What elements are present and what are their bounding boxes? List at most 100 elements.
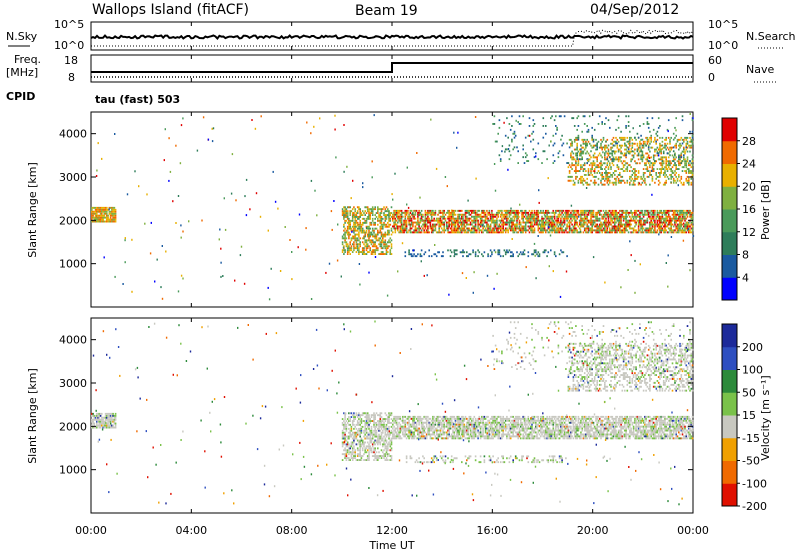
echo-cell — [670, 178, 672, 180]
echo-cell — [512, 238, 513, 240]
echo-cell — [570, 166, 572, 168]
echo-cell — [356, 428, 358, 430]
echo-cell — [605, 141, 607, 143]
echo-cell — [556, 127, 558, 129]
echo-cell — [467, 255, 469, 257]
echo-cell — [652, 228, 654, 230]
echo-cell — [612, 139, 614, 141]
echo-cell — [475, 228, 477, 230]
echo-cell — [382, 420, 384, 422]
echo-cell — [670, 149, 672, 151]
echo-cell — [620, 286, 621, 288]
echo-cell — [357, 443, 359, 445]
echo-cell — [349, 432, 351, 434]
echo-cell — [484, 251, 486, 253]
echo-cell — [539, 255, 541, 257]
echo-cell — [440, 226, 442, 228]
echo-cell — [528, 160, 530, 162]
echo-cell — [374, 243, 376, 245]
echo-cell — [691, 170, 693, 172]
echo-cell — [342, 430, 344, 432]
echo-cell — [386, 442, 388, 444]
echo-cell — [544, 226, 546, 228]
echo-cell — [538, 229, 540, 231]
echo-cell — [92, 215, 94, 217]
echo-cell — [575, 166, 577, 168]
echo-cell — [418, 229, 420, 231]
echo-cell — [672, 170, 674, 172]
echo-cell — [344, 422, 346, 424]
echo-cell — [382, 208, 384, 210]
echo-cell — [642, 210, 644, 212]
echo-cell — [364, 210, 366, 212]
echo-cell — [424, 275, 425, 277]
echo-cell — [486, 222, 488, 224]
echo-cell — [674, 212, 676, 214]
echo-cell — [367, 247, 369, 249]
echo-cell — [635, 174, 637, 176]
echo-cell — [657, 222, 659, 224]
echo-cell — [516, 220, 518, 222]
echo-cell — [622, 214, 624, 216]
echo-cell — [388, 239, 390, 241]
echo-cell — [261, 115, 262, 117]
echo-cell — [285, 226, 286, 228]
echo-cell — [354, 224, 356, 226]
echo-cell — [535, 255, 536, 257]
echo-cell — [574, 212, 576, 214]
echo-cell — [442, 255, 444, 257]
echo-cell — [600, 145, 602, 147]
echo-cell — [576, 156, 578, 158]
echo-cell — [364, 442, 366, 444]
echo-cell — [477, 226, 479, 228]
echo-cell — [376, 216, 378, 218]
echo-cell — [96, 175, 97, 177]
echo-cell — [522, 115, 524, 117]
echo-cell — [586, 182, 588, 184]
echo-cell — [586, 218, 588, 220]
echo-cell — [554, 160, 556, 162]
echo-cell — [372, 251, 373, 253]
echo-cell — [618, 168, 620, 170]
echo-cell — [489, 210, 491, 212]
echo-cell — [596, 143, 598, 145]
echo-cell — [371, 430, 373, 432]
echo-cell — [576, 224, 578, 226]
echo-cell — [357, 210, 359, 212]
echo-cell — [342, 418, 344, 420]
echo-cell — [366, 222, 368, 224]
echo-cell — [526, 154, 528, 156]
echo-cell — [663, 174, 665, 176]
echo-cell — [674, 170, 676, 172]
echo-cell — [410, 212, 411, 214]
echo-cell — [115, 213, 117, 215]
echo-cell — [466, 222, 468, 224]
echo-cell — [548, 210, 550, 212]
echo-cell — [519, 220, 521, 222]
echo-cell — [342, 208, 344, 210]
echo-cell — [476, 229, 478, 231]
echo-cell — [558, 220, 560, 222]
echo-cell — [665, 145, 667, 147]
echo-cell — [346, 241, 348, 243]
echo-cell — [377, 249, 379, 251]
echo-cell — [583, 147, 585, 149]
echo-cell — [652, 226, 654, 228]
echo-cell — [535, 155, 536, 157]
echo-cell — [633, 156, 635, 158]
echo-cell — [622, 162, 624, 164]
echo-cell — [371, 222, 373, 224]
echo-cell — [381, 412, 383, 414]
echo-cell — [603, 176, 605, 178]
echo-cell — [629, 226, 631, 228]
echo-cell — [346, 208, 348, 210]
echo-cell — [689, 226, 691, 228]
echo-cell — [668, 119, 670, 121]
echo-cell — [289, 239, 290, 241]
echo-cell — [644, 180, 646, 182]
echo-cell — [374, 251, 376, 253]
echo-cell — [639, 141, 641, 143]
echo-cell — [620, 152, 622, 154]
echo-cell — [689, 160, 691, 162]
echo-cell — [343, 443, 345, 445]
